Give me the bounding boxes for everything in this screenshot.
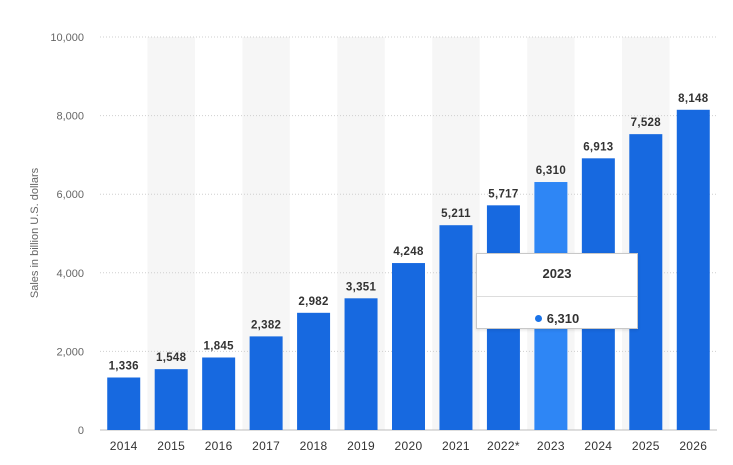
y-tick-label: 10,000 [50, 32, 84, 44]
data-label: 3,351 [346, 281, 377, 293]
tooltip-value: 6,310 [546, 311, 580, 326]
x-tick-label: 2020 [395, 439, 423, 453]
data-label: 2,982 [298, 296, 328, 308]
bars [107, 109, 710, 431]
x-tick-label: 2026 [679, 439, 707, 453]
data-label: 2,382 [251, 319, 281, 331]
x-tick-label: 2015 [157, 439, 185, 453]
tooltip: 2023 6,310 [476, 253, 638, 329]
tooltip-value-row: 6,310 [477, 297, 637, 329]
x-tick-label: 2014 [110, 439, 138, 453]
bar[interactable] [439, 225, 473, 430]
bar[interactable] [249, 336, 283, 430]
bar[interactable] [297, 312, 331, 430]
bar[interactable] [107, 377, 141, 430]
data-labels: 1,336 1,548 1,845 2,382 2,982 3,351 4,248 5,211… [109, 93, 709, 373]
x-axis-ticks: 2014 2015 2016 2017 2018 2019 2020 2021 2022* 202… [110, 439, 707, 453]
x-tick-label: 2021 [442, 439, 470, 453]
bar[interactable] [154, 369, 188, 430]
x-tick-label: 2019 [347, 439, 375, 453]
y-tick-label: 0 [78, 425, 84, 437]
data-label: 8,148 [678, 93, 709, 105]
category-band [147, 37, 195, 430]
x-tick-label: 2024 [584, 439, 612, 453]
y-tick-label: 4,000 [56, 268, 84, 280]
x-tick-label: 2017 [252, 439, 280, 453]
data-label: 1,548 [156, 352, 187, 364]
bar[interactable] [676, 109, 710, 430]
data-label: 1,845 [204, 340, 235, 352]
series-dot-icon [534, 315, 542, 322]
data-label: 7,528 [631, 117, 662, 129]
x-tick-label: 2023 [537, 439, 565, 453]
data-label: 4,248 [393, 246, 424, 258]
data-label: 1,336 [109, 360, 139, 372]
bar[interactable] [344, 298, 378, 430]
y-tick-label: 6,000 [56, 189, 84, 201]
tooltip-title: 2023 [477, 254, 637, 297]
x-tick-label: 2016 [205, 439, 233, 453]
x-tick-label: 2022* [487, 439, 520, 453]
data-label: 5,211 [441, 208, 471, 220]
y-tick-label: 2,000 [56, 346, 84, 358]
bar[interactable] [392, 263, 425, 430]
x-tick-label: 2025 [632, 439, 660, 453]
data-label: 5,717 [488, 188, 518, 200]
x-tick-label: 2018 [300, 439, 328, 453]
data-label: 6,310 [536, 165, 566, 177]
y-tick-label: 8,000 [56, 111, 84, 123]
bar[interactable] [202, 357, 236, 430]
y-axis-ticks: 0 2,000 4,000 6,000 8,000 10,000 [50, 32, 84, 437]
data-label: 6,913 [583, 141, 613, 153]
y-axis-title: Sales in billion U.S. dollars [29, 167, 41, 298]
